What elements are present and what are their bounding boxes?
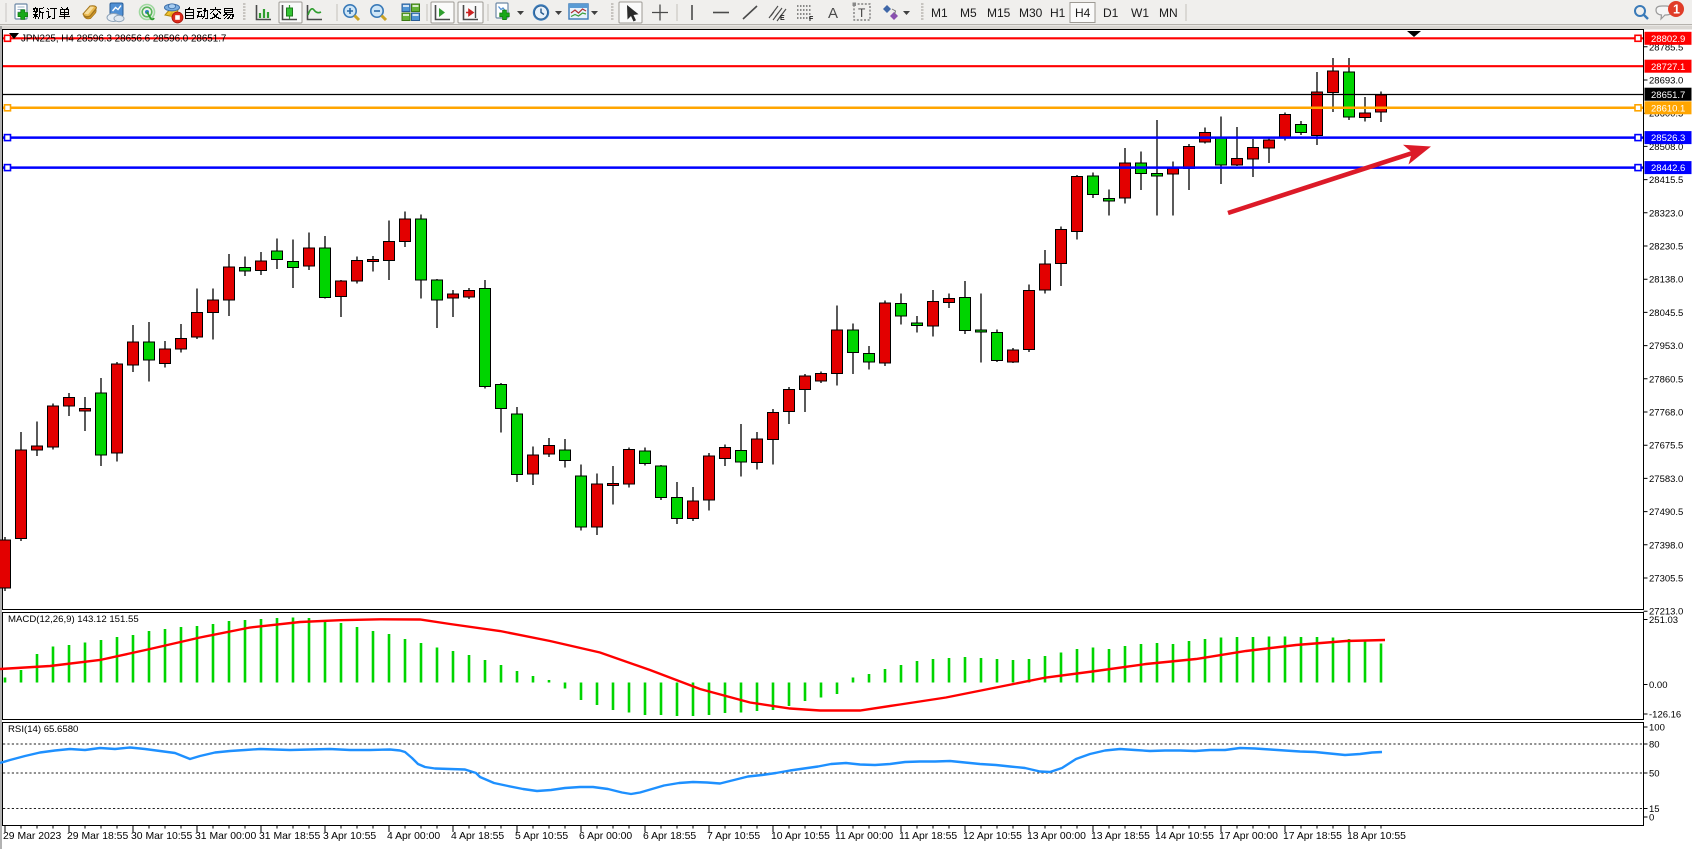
svg-text:T: T xyxy=(858,6,866,20)
svg-text:1: 1 xyxy=(1673,3,1680,17)
svg-text:17 Apr 18:55: 17 Apr 18:55 xyxy=(1283,831,1342,842)
svg-text:6 Apr 18:55: 6 Apr 18:55 xyxy=(643,831,696,842)
svg-text:10 Apr 10:55: 10 Apr 10:55 xyxy=(771,831,830,842)
svg-text:100: 100 xyxy=(1649,723,1665,734)
svg-text:6 Apr 00:00: 6 Apr 00:00 xyxy=(579,831,632,842)
svg-text:13 Apr 18:55: 13 Apr 18:55 xyxy=(1091,831,1150,842)
svg-text:14 Apr 10:55: 14 Apr 10:55 xyxy=(1155,831,1214,842)
svg-text:80: 80 xyxy=(1649,740,1660,751)
svg-text:30 Mar 10:55: 30 Mar 10:55 xyxy=(131,831,192,842)
svg-text:28651.7: 28651.7 xyxy=(1651,90,1685,101)
svg-text:A: A xyxy=(828,5,838,22)
svg-text:28323.0: 28323.0 xyxy=(1649,208,1683,219)
svg-text:D1: D1 xyxy=(1103,6,1119,20)
svg-text:12 Apr 10:55: 12 Apr 10:55 xyxy=(963,831,1022,842)
svg-text:JPN225, H4 28596.3 28656.6 28: JPN225, H4 28596.3 28656.6 28596.0 28651… xyxy=(21,34,226,45)
svg-text:28230.5: 28230.5 xyxy=(1649,242,1683,253)
svg-text:MACD(12,26,9) 143.12 151.55: MACD(12,26,9) 143.12 151.55 xyxy=(8,614,139,625)
svg-text:15: 15 xyxy=(1649,804,1660,815)
svg-text:28138.0: 28138.0 xyxy=(1649,275,1683,286)
svg-text:W1: W1 xyxy=(1131,6,1149,20)
svg-text:0.00: 0.00 xyxy=(1649,680,1668,691)
svg-text:H4: H4 xyxy=(1075,6,1091,20)
svg-text:50: 50 xyxy=(1649,769,1660,780)
svg-text:27213.0: 27213.0 xyxy=(1649,607,1683,618)
svg-text:28415.5: 28415.5 xyxy=(1649,175,1683,186)
svg-text:29 Mar 18:55: 29 Mar 18:55 xyxy=(67,831,128,842)
svg-text:4 Apr 18:55: 4 Apr 18:55 xyxy=(451,831,504,842)
svg-text:27398.0: 27398.0 xyxy=(1649,540,1683,551)
svg-text:11 Apr 18:55: 11 Apr 18:55 xyxy=(899,831,957,842)
svg-text:M1: M1 xyxy=(931,6,948,20)
svg-text:M5: M5 xyxy=(960,6,977,20)
svg-text:28442.6: 28442.6 xyxy=(1651,163,1685,174)
svg-text:27953.0: 27953.0 xyxy=(1649,341,1683,352)
svg-text:28785.5: 28785.5 xyxy=(1649,42,1683,53)
svg-text:11 Apr 00:00: 11 Apr 00:00 xyxy=(835,831,893,842)
svg-text:28045.5: 28045.5 xyxy=(1649,308,1683,319)
svg-text:-126.16: -126.16 xyxy=(1649,710,1681,721)
svg-text:E: E xyxy=(780,15,785,22)
svg-text:5 Apr 10:55: 5 Apr 10:55 xyxy=(515,831,568,842)
svg-text:RSI(14) 65.6580: RSI(14) 65.6580 xyxy=(8,724,78,735)
svg-text:3 Apr 10:55: 3 Apr 10:55 xyxy=(323,831,376,842)
svg-text:29 Mar 2023: 29 Mar 2023 xyxy=(3,831,62,842)
svg-text:0: 0 xyxy=(1649,813,1654,824)
svg-text:28508.0: 28508.0 xyxy=(1649,142,1683,153)
svg-text:27490.5: 27490.5 xyxy=(1649,507,1683,518)
svg-text:27860.5: 27860.5 xyxy=(1649,374,1683,385)
svg-text:F: F xyxy=(809,16,814,23)
svg-text:28802.9: 28802.9 xyxy=(1651,34,1685,45)
svg-text:27583.0: 27583.0 xyxy=(1649,474,1683,485)
svg-text:7 Apr 10:55: 7 Apr 10:55 xyxy=(707,831,760,842)
svg-text:27305.5: 27305.5 xyxy=(1649,574,1683,585)
svg-text:31 Mar 00:00: 31 Mar 00:00 xyxy=(195,831,256,842)
svg-text:28693.0: 28693.0 xyxy=(1649,76,1683,87)
svg-text:28727.1: 28727.1 xyxy=(1651,62,1685,73)
svg-text:31 Mar 18:55: 31 Mar 18:55 xyxy=(259,831,320,842)
svg-text:M30: M30 xyxy=(1019,6,1043,20)
svg-text:H1: H1 xyxy=(1050,6,1066,20)
svg-text:251.03: 251.03 xyxy=(1649,615,1678,626)
svg-text:17 Apr 00:00: 17 Apr 00:00 xyxy=(1219,831,1278,842)
svg-text:27768.0: 27768.0 xyxy=(1649,408,1683,419)
svg-text:M15: M15 xyxy=(987,6,1011,20)
svg-text:27675.5: 27675.5 xyxy=(1649,441,1683,452)
svg-text:28610.1: 28610.1 xyxy=(1651,103,1685,114)
svg-text:MN: MN xyxy=(1159,6,1178,20)
svg-text:4 Apr 00:00: 4 Apr 00:00 xyxy=(387,831,440,842)
svg-text:28526.3: 28526.3 xyxy=(1651,133,1685,144)
svg-text:18 Apr 10:55: 18 Apr 10:55 xyxy=(1347,831,1406,842)
svg-text:13 Apr 00:00: 13 Apr 00:00 xyxy=(1027,831,1086,842)
